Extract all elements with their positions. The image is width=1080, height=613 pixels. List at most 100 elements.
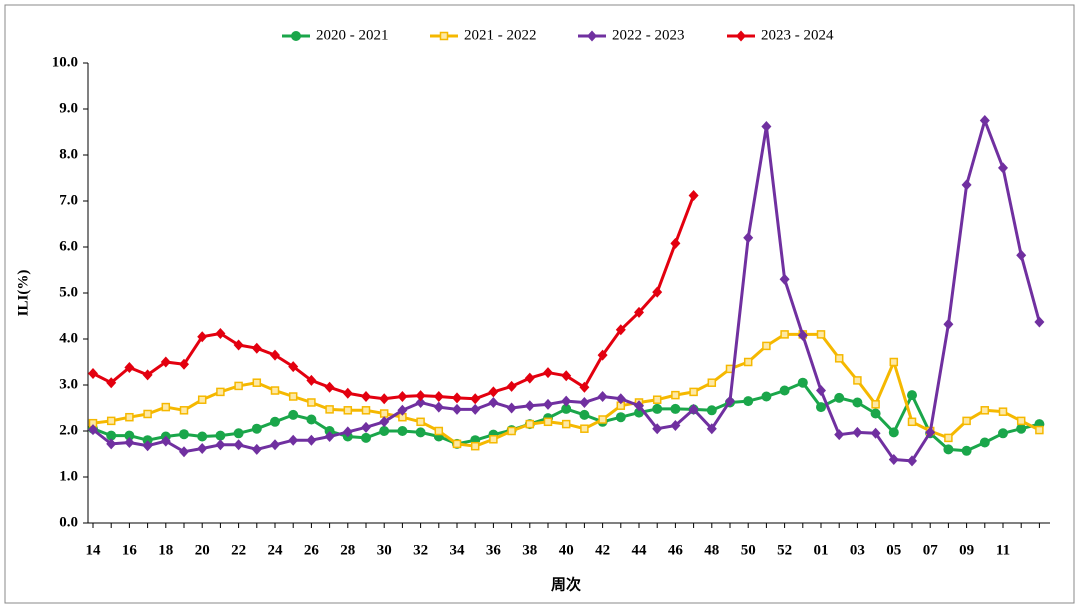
point: [597, 391, 608, 402]
point: [1016, 249, 1027, 261]
point: [671, 390, 680, 400]
y-tick-label: 2.0: [59, 422, 78, 438]
point: [925, 426, 936, 438]
point: [215, 430, 226, 441]
point: [524, 372, 535, 384]
legend-label: 2022 - 2023: [612, 27, 685, 43]
x-tick-label: 44: [632, 542, 648, 558]
point: [652, 286, 663, 298]
point: [270, 349, 280, 361]
point: [416, 417, 425, 427]
x-tick-label: 40: [559, 542, 574, 558]
point: [179, 446, 189, 458]
x-tick-label: 14: [86, 542, 102, 558]
point: [870, 427, 881, 439]
point: [597, 349, 608, 361]
point: [234, 381, 243, 391]
point: [670, 403, 681, 414]
point: [962, 416, 971, 426]
point: [871, 400, 880, 409]
point: [324, 426, 335, 436]
point: [452, 392, 462, 404]
point: [379, 393, 390, 405]
point: [706, 423, 717, 435]
point: [634, 306, 644, 318]
point: [197, 431, 208, 442]
point: [179, 406, 189, 415]
point: [306, 414, 317, 425]
point: [579, 409, 590, 420]
point: [233, 439, 244, 451]
x-tick-label: 16: [122, 542, 138, 558]
point: [670, 419, 681, 431]
point: [397, 404, 408, 416]
point: [488, 396, 499, 408]
point: [251, 423, 262, 434]
point: [688, 189, 699, 201]
point: [943, 318, 954, 330]
y-tick-label: 6.0: [59, 238, 78, 254]
point: [506, 380, 517, 392]
point: [507, 426, 516, 436]
point: [689, 387, 698, 397]
point: [324, 381, 335, 393]
point: [434, 426, 444, 436]
point: [961, 445, 972, 456]
point: [961, 179, 972, 191]
point: [652, 395, 662, 404]
point: [379, 426, 390, 436]
point: [379, 416, 390, 428]
point: [652, 403, 663, 414]
point: [816, 402, 826, 413]
point: [762, 341, 771, 351]
y-tick-label: 3.0: [59, 376, 78, 392]
legend-marker: [587, 30, 597, 42]
point: [998, 407, 1008, 416]
point: [397, 426, 408, 436]
point: [433, 391, 444, 402]
point: [361, 391, 371, 402]
point: [852, 426, 863, 438]
point: [998, 428, 1008, 439]
x-tick-label: 50: [741, 542, 756, 558]
point: [306, 434, 317, 446]
x-tick-label: 42: [595, 542, 610, 558]
point: [634, 400, 644, 412]
point: [415, 396, 426, 408]
point: [761, 391, 772, 402]
point: [1016, 423, 1027, 434]
point: [288, 361, 299, 373]
point: [415, 390, 426, 402]
point: [688, 403, 699, 415]
point: [288, 434, 299, 446]
point: [124, 430, 135, 441]
x-tick-label: 48: [704, 542, 719, 558]
point: [707, 378, 717, 387]
point: [161, 402, 171, 412]
point: [106, 416, 116, 426]
point: [852, 397, 863, 408]
point: [743, 396, 754, 407]
point: [761, 120, 772, 132]
x-tick-label: 05: [886, 542, 901, 558]
point: [179, 429, 189, 440]
x-tick-label: 07: [923, 542, 939, 558]
point: [816, 330, 826, 339]
point: [779, 273, 790, 285]
point: [343, 406, 353, 415]
point: [324, 431, 335, 443]
point: [216, 387, 225, 397]
point: [270, 386, 280, 395]
point: [197, 331, 208, 343]
y-tick-label: 8.0: [59, 146, 78, 162]
point: [615, 393, 626, 405]
point: [470, 403, 481, 415]
point: [342, 387, 353, 399]
point: [251, 443, 262, 455]
point: [1016, 416, 1026, 426]
legend-marker: [736, 30, 746, 42]
y-tick-label: 0.0: [59, 514, 78, 530]
point: [160, 356, 171, 368]
point: [979, 437, 990, 448]
point: [233, 339, 244, 351]
